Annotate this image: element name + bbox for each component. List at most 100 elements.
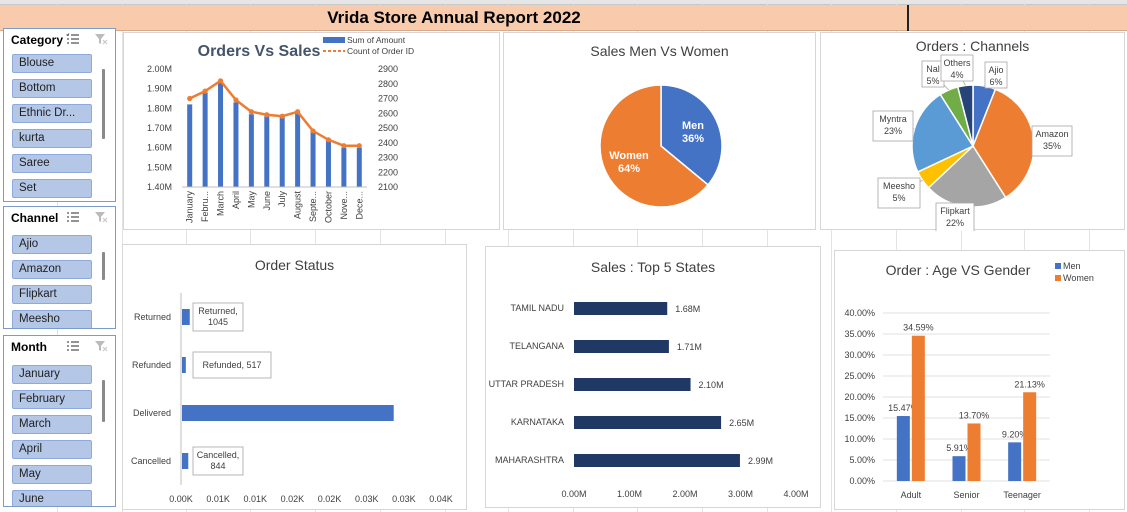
chart-orders-channels[interactable]: Orders : Channels Ajio 6% Amazon 35% Flipkar… [820,32,1125,234]
x-tick-label: April [231,191,241,209]
chart-title: Order : Age VS Gender [886,262,1031,278]
y2-tick-label: 2900 [378,64,398,74]
slicer-item-bottom[interactable]: Bottom [12,79,92,98]
slicer-item-may[interactable]: May [12,465,92,484]
report-title: Vrida Store Annual Report 2022 [327,8,581,27]
legend-label: Count of Order ID [347,46,414,56]
y-tick-label: 1.70M [147,123,172,133]
slicer-item-january[interactable]: January [12,365,92,384]
bar-amount [218,82,224,187]
callout-box [877,177,921,209]
data-label: 844 [210,461,225,471]
bar-amount [341,147,347,187]
bar-age-gender [911,335,925,481]
bar-amount [187,104,193,187]
slicer-item-set[interactable]: Set [12,179,92,198]
legend-label: Sum of Amount [347,35,406,45]
bar-state-sales [574,302,668,315]
line-point [217,78,224,84]
slicer-item-saree[interactable]: Saree [12,154,92,173]
y-tick-label: 10.00% [844,434,875,444]
y2-tick-label: 2100 [378,182,398,192]
slicer-item-march[interactable]: March [12,415,92,434]
slicer-item-amazon[interactable]: Amazon [12,260,92,279]
slicer-item-meesho[interactable]: Meesho [12,310,92,328]
y-tick-label: 0.00% [849,476,875,486]
slicer-item-ethnic-dress[interactable]: Ethnic Dr... [12,104,92,123]
chart-sales-men-women[interactable]: Sales Men Vs Women Men 36% Women 64% [503,32,816,230]
bar-age-gender [1008,442,1022,481]
bar-amount [202,92,208,187]
bar-age-gender [967,423,981,481]
bar-status [182,405,394,421]
slicer-header: Channel [4,207,115,229]
slicer-scrollbar[interactable] [102,380,105,422]
chart-orders-vs-sales[interactable]: Orders Vs Sales Sum of Amount Count of Ord… [123,32,500,230]
callout-label: Others [943,58,971,68]
x-tick-label: May [246,191,256,209]
slicer-item-ajio[interactable]: Ajio [12,235,92,254]
slicer-item-february[interactable]: February [12,390,92,409]
slicer-channel[interactable]: Channel Ajio Amazon Flipkart Meesho [3,206,116,329]
chart-age-vs-gender[interactable]: Order : Age VS Gender Men Women 0.00% 5.00% 1… [834,250,1125,510]
y-tick-label: 35.00% [844,329,875,339]
slicer-month[interactable]: Month January February March April May J… [3,335,116,507]
callout-value: 6% [989,77,1002,87]
slicer-item-blouse[interactable]: Blouse [12,54,92,73]
x-tick-label: Senior [953,490,979,500]
line-point [233,97,239,103]
data-label: Cancelled, [197,450,240,460]
pie-slice [599,84,710,208]
data-label: 2.10M [699,380,724,390]
clear-filter-icon[interactable] [94,211,108,223]
clear-filter-icon[interactable] [94,33,108,45]
slicer-item-april[interactable]: April [12,440,92,459]
bar-amount [325,139,331,187]
chart-order-status[interactable]: Order Status Returned Returned, 1045 Refund… [122,244,467,510]
bar-amount [248,114,254,187]
data-label: 15.47% [888,403,919,413]
slicer-item-flipkart[interactable]: Flipkart [12,285,92,304]
callout-label: Amazon [1035,129,1068,139]
data-label: 1045 [208,317,228,327]
bar-state-sales [574,340,669,353]
slicer-scrollbar[interactable] [102,252,105,280]
chart-title: Orders Vs Sales [198,43,321,60]
callout-box [940,54,974,82]
x-tick-label: 0.00K [169,494,193,504]
multi-select-icon[interactable] [66,340,80,352]
x-tick-label: 3.00M [728,489,753,499]
data-label: 2.99M [748,456,773,466]
data-label-box [192,446,244,476]
clear-filter-icon[interactable] [94,340,108,352]
pie-slice [956,84,974,147]
callout-label: Myntra [879,114,907,124]
data-label: Returned, [198,306,238,316]
x-tick-label: 4.00M [783,489,808,499]
multi-select-icon[interactable] [66,33,80,45]
callout-box [872,110,914,142]
y-tick-label: 20.00% [844,392,875,402]
chart-top5-states[interactable]: Sales : Top 5 States TAMIL NADU 1.68M TELA… [485,246,821,508]
legend-swatch [1055,263,1061,269]
data-label-box [192,351,272,379]
slicer-category[interactable]: Category Blouse Bottom Ethnic Dr... kurt… [3,28,116,202]
orders-channels-svg: Ajio 6% Amazon 35% Flipkart 22% Meesho 5% Myntra… [872,54,1073,234]
callout-value: 5% [926,76,939,86]
multi-select-icon[interactable] [66,211,80,223]
bar-status [182,357,186,373]
bar-state-sales [574,454,740,467]
data-label: 13.70% [959,410,990,420]
y-tick-label: UTTAR PRADESH [489,379,564,389]
callout-label: Nal [926,64,940,74]
line-point [356,143,362,149]
slicer-item-june[interactable]: June [12,490,92,506]
y-tick-label: 1.80M [147,103,172,113]
slicer-item-kurta[interactable]: kurta [12,129,92,148]
slicer-scrollbar[interactable] [102,69,105,139]
y-tick-label: 1.40M [147,182,172,192]
pie-slice [660,84,723,186]
callout-value: 22% [946,218,964,228]
